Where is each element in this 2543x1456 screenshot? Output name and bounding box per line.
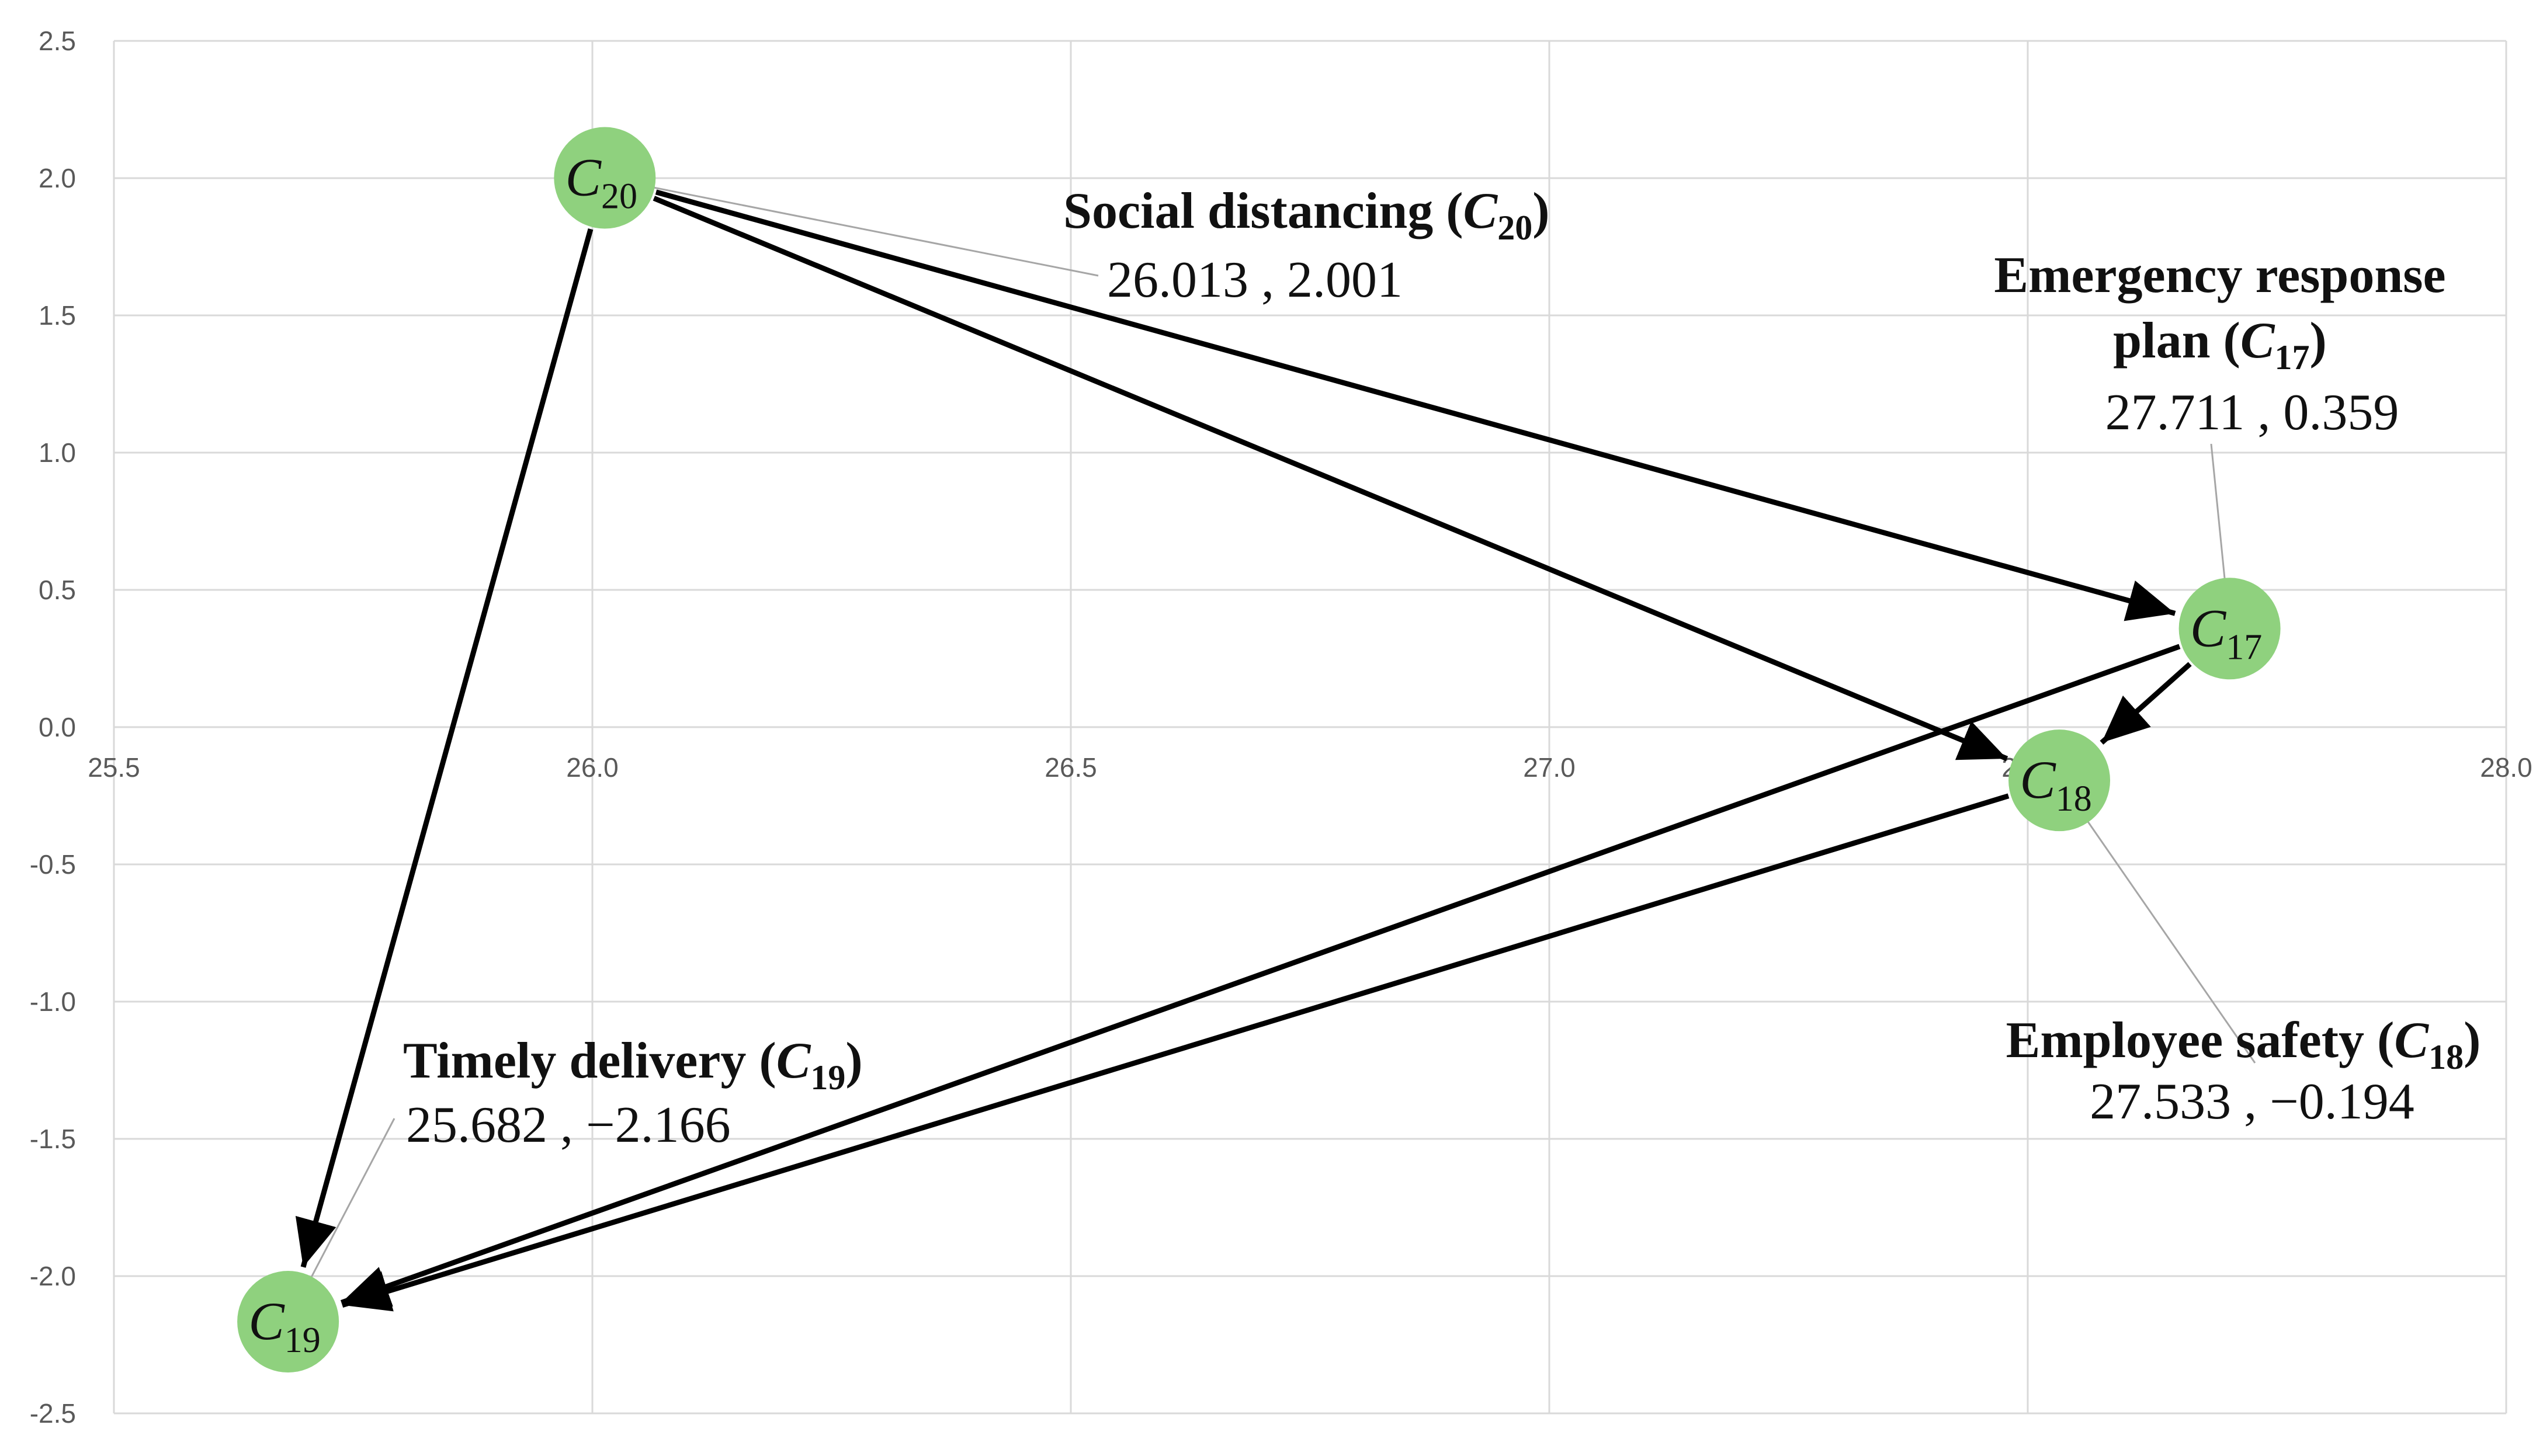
- node-circle: [554, 127, 656, 229]
- nodes: C17 C18 C19 C20: [237, 127, 2281, 1373]
- x-tick-label: 26.0: [566, 752, 619, 783]
- annotation-title: plan (C17): [2113, 312, 2327, 377]
- annotation-c17: Emergency response plan (C17) 27.711 , 0.3…: [1994, 247, 2445, 441]
- leader-line-c18: [2084, 816, 2256, 1064]
- y-tick-label: -1.5: [30, 1124, 76, 1154]
- node-c20: C20: [554, 127, 656, 229]
- x-tick-label: 25.5: [88, 752, 140, 783]
- leader-line-c19: [308, 1118, 395, 1283]
- annotation-title: Employee safety (C18): [2006, 1012, 2481, 1076]
- grid: [113, 40, 2507, 1415]
- annotation-value: 25.682 , −2.166: [406, 1097, 731, 1153]
- node-label: C20: [566, 148, 637, 217]
- y-tick-label: 2.0: [39, 163, 76, 193]
- annotation-title: Timely delivery (C19): [403, 1033, 863, 1097]
- arrow-c20-to-c19: [295, 228, 594, 1268]
- x-tick-label: 28.0: [2480, 752, 2532, 783]
- y-tick-label: -1.0: [30, 986, 76, 1017]
- leader-lines: [308, 186, 2256, 1283]
- node-label: C17: [2190, 598, 2262, 667]
- y-tick-label: 1.0: [39, 437, 76, 468]
- arrow-c18-to-c19: [341, 793, 2010, 1312]
- annotations: Emergency response plan (C17) 27.711 , 0.3…: [403, 183, 2480, 1153]
- arrow-c17-to-c18: [2100, 662, 2192, 745]
- arrow-c20-to-c18: [653, 196, 2008, 762]
- annotation-value: 27.711 , 0.359: [2105, 384, 2399, 441]
- annotation-c19: Timely delivery (C19)25.682 , −2.166: [403, 1033, 863, 1153]
- node-circle: [2178, 578, 2281, 680]
- arrows: [295, 189, 2192, 1312]
- node-circle: [2008, 729, 2111, 832]
- y-tick-label: 0.5: [39, 575, 76, 605]
- x-tick-label: 26.5: [1045, 752, 1097, 783]
- node-circle: [237, 1271, 339, 1373]
- y-tick-label: 0.0: [39, 712, 76, 742]
- node-label: C19: [248, 1291, 320, 1360]
- y-tick-label: -0.5: [30, 849, 76, 880]
- x-tick-label: 27.0: [1523, 752, 1576, 783]
- arrow-c17-to-c19: [340, 644, 2181, 1307]
- annotation-c20: Social distancing (C20)26.013 , 2.001: [1063, 183, 1550, 308]
- arrow-c20-to-c17: [655, 189, 2176, 621]
- annotation-title: Social distancing (C20): [1063, 183, 1550, 247]
- y-tick-label: 2.5: [39, 26, 76, 56]
- leader-line-c17: [2210, 443, 2226, 584]
- node-c17: C17: [2178, 578, 2281, 680]
- annotation-c18: Employee safety (C18)27.533 , −0.194: [2006, 1012, 2481, 1130]
- axis-ticks: 25.526.026.527.027.528.02.52.01.51.00.50…: [30, 26, 2532, 1429]
- y-tick-label: -2.0: [30, 1261, 76, 1291]
- node-label: C18: [2020, 750, 2091, 819]
- leader-line-c20: [648, 186, 1099, 277]
- y-tick-label: 1.5: [39, 300, 76, 331]
- annotation-title: Emergency response: [1994, 247, 2445, 304]
- y-tick-label: -2.5: [30, 1398, 76, 1429]
- annotation-value: 26.013 , 2.001: [1107, 252, 1403, 308]
- annotation-value: 27.533 , −0.194: [2090, 1073, 2414, 1130]
- node-c19: C19: [237, 1271, 339, 1373]
- node-c18: C18: [2008, 729, 2111, 832]
